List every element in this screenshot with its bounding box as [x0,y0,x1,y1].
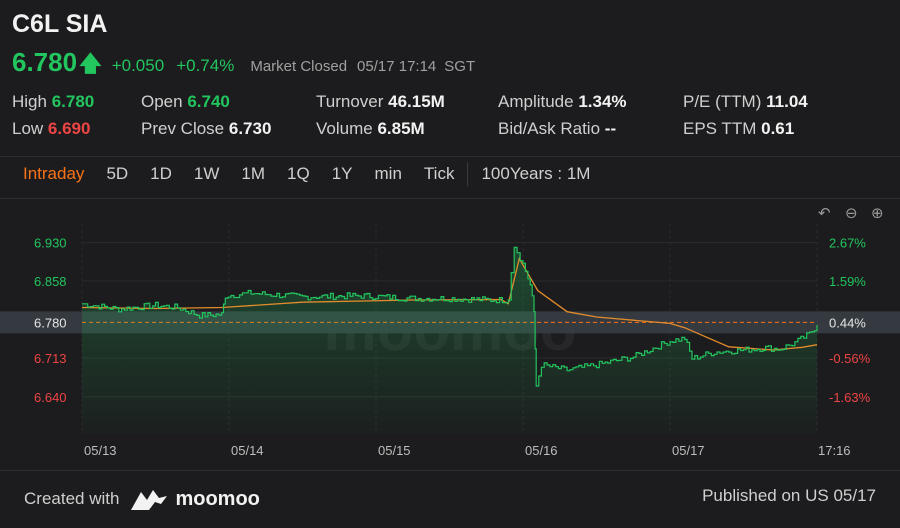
y-tick-label: 6.930 [34,236,67,251]
y-tick-label: 6.858 [34,274,67,289]
up-arrow-icon: 🡅 [79,51,102,76]
x-tick-label: 17:16 [818,443,851,458]
divider-footer [0,470,900,471]
tab-range[interactable]: 100Years : 1M [481,164,591,183]
x-tick-label: 05/14 [231,443,264,458]
last-price: 6.780 [12,47,78,77]
tab-tick[interactable]: Tick [423,164,455,183]
price-area [82,247,817,434]
moomoo-logo-icon [131,490,168,510]
stat-eps: EPS TTM 0.61 [683,119,795,138]
pct-tick-label: 0.44% [829,315,866,330]
tab-min[interactable]: min [374,164,402,183]
brand-name: moomoo [175,487,260,510]
period-tabs: Intraday 5D 1D 1W 1M 1Q 1Y min Tick 100Y… [12,162,601,186]
stat-high: High 6.780 [12,92,95,111]
divider-chart [0,198,900,199]
stat-prev-close: Prev Close 6.730 [141,119,272,138]
stat-turnover: Turnover 46.15M [316,92,445,111]
stat-pe: P/E (TTM) 11.04 [683,92,808,111]
tab-1d[interactable]: 1D [150,164,172,183]
pct-tick-label: -0.56% [829,351,871,366]
tab-intraday[interactable]: Intraday [23,164,85,183]
date-axis: 05/13 05/14 05/15 05/16 05/17 17:16 [84,443,851,458]
pct-tick-label: 2.67% [829,236,866,251]
price-change: +0.050 [111,56,165,75]
stat-amplitude: Amplitude 1.34% [498,92,627,111]
tab-separator [467,162,469,186]
footer-created: Created with moomoo [24,486,260,512]
tab-1y[interactable]: 1Y [331,164,353,183]
zoom-in-icon[interactable]: ⊕ [871,205,884,222]
price-change-percent: +0.74% [176,56,235,75]
zoom-out-icon[interactable]: ⊖ [845,205,858,222]
y-tick-label: 6.640 [34,390,67,405]
tab-1q[interactable]: 1Q [287,164,310,183]
y-tick-label: 6.780 [34,315,67,330]
stat-low: Low 6.690 [12,119,91,138]
chart-series [81,246,818,434]
y-tick-label: 6.713 [34,351,67,366]
published-info: Published on US 05/17 [702,486,876,505]
stat-open: Open 6.740 [141,92,230,111]
market-status: Market Closed [250,58,348,75]
x-tick-label: 05/16 [525,443,558,458]
reset-icon[interactable]: ↶ [818,205,831,222]
stat-volume: Volume 6.85M [316,119,425,138]
pct-tick-label: -1.63% [829,390,871,405]
price-line [82,246,818,387]
percent-axis: 2.67% 1.59% 0.44% -0.56% -1.63% [829,236,871,405]
tab-1m[interactable]: 1M [241,164,266,183]
divider-top [0,156,900,157]
price-row: 6.780 🡅 +0.050 +0.74% Market Closed 05/1… [12,47,483,85]
stat-bid-ask: Bid/Ask Ratio -- [498,119,617,138]
x-tick-label: 05/17 [672,443,705,458]
tab-1w[interactable]: 1W [193,164,220,183]
x-tick-label: 05/15 [378,443,411,458]
tab-5d[interactable]: 5D [106,164,129,183]
market-datetime: 05/17 17:14 [357,58,437,75]
average-line [81,256,818,351]
x-tick-label: 05/13 [84,443,117,458]
pct-tick-label: 1.59% [829,274,866,289]
ticker-title: C6L SIA [12,10,108,38]
market-timezone: SGT [444,58,476,75]
price-axis: 6.930 6.858 6.780 6.713 6.640 [34,236,67,405]
